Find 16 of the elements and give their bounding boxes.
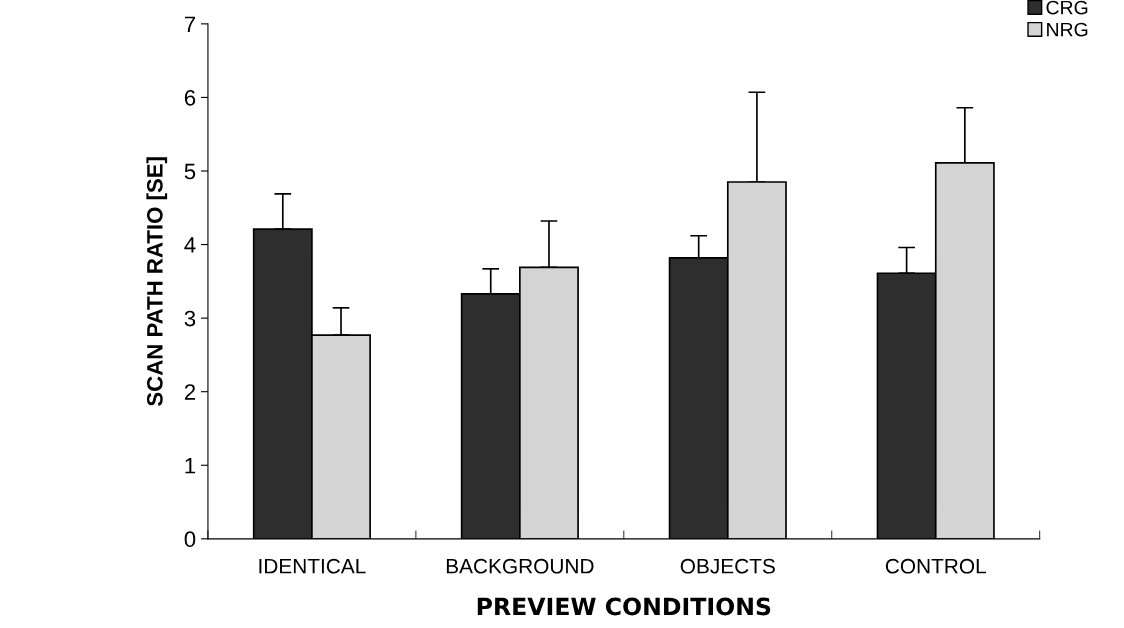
- y-tick-label: 1: [185, 458, 196, 474]
- y-tick-label: 0: [184, 531, 196, 548]
- x-tick-label: OBJECTS: [680, 558, 775, 574]
- x-tick-label: IDENTICAL: [259, 558, 366, 574]
- legend-label: NRG: [1047, 22, 1088, 37]
- y-tick-label: 3: [184, 310, 196, 327]
- y-tick-label: 2: [184, 384, 196, 400]
- x-axis-title: PREVIEW CONDITIONS: [477, 597, 771, 616]
- x-tick-label: CONTROL: [885, 558, 986, 574]
- y-tick-label: 4: [184, 237, 196, 253]
- y-tick-label: 7: [184, 16, 196, 32]
- y-tick-label: 6: [184, 89, 196, 106]
- x-tick-label: BACKGROUND: [446, 558, 594, 574]
- legend-label: CRG: [1046, 0, 1088, 15]
- y-tick-label: 5: [184, 163, 196, 180]
- y-axis-title: SCAN PATH RATIO [SE]: [146, 157, 168, 407]
